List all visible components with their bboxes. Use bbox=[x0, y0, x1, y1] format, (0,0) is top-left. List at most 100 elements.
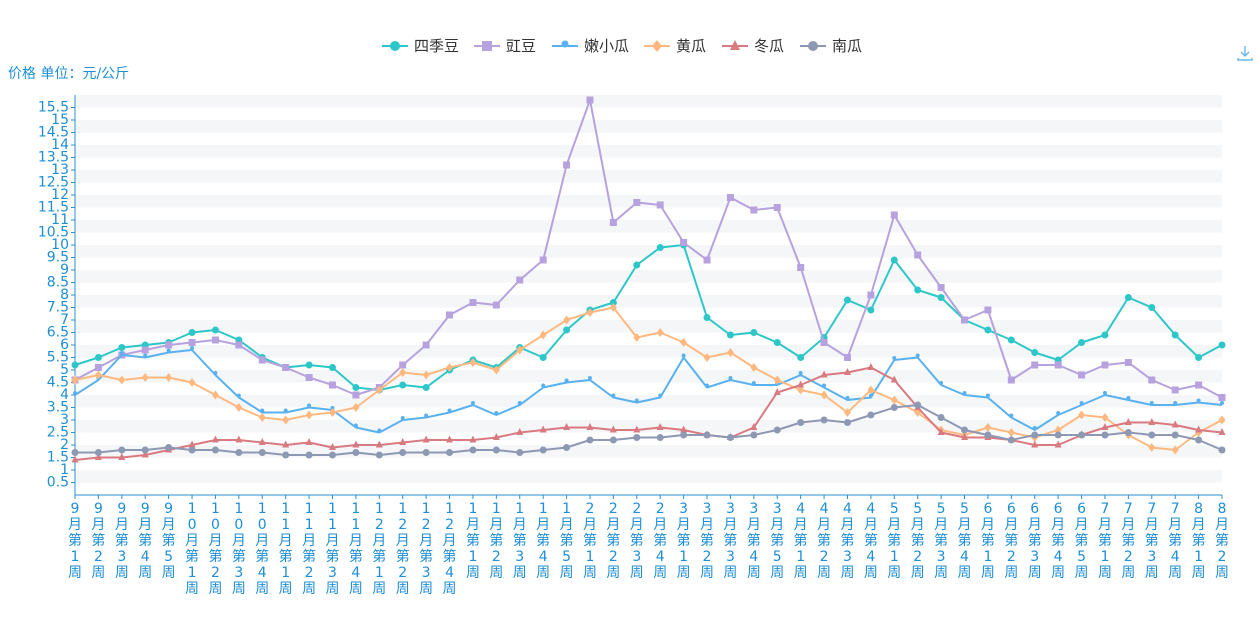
data-point bbox=[94, 370, 102, 380]
legend-marker-icon bbox=[808, 41, 818, 51]
data-point bbox=[399, 438, 407, 445]
data-point bbox=[165, 444, 173, 451]
data-point bbox=[773, 339, 781, 346]
data-point bbox=[119, 351, 124, 355]
data-point bbox=[985, 393, 990, 398]
data-point bbox=[1171, 331, 1179, 339]
data-point bbox=[469, 358, 477, 367]
grid-band bbox=[75, 445, 1222, 458]
data-point bbox=[446, 311, 454, 319]
data-point bbox=[1173, 401, 1178, 405]
data-point bbox=[681, 353, 686, 358]
data-point bbox=[305, 361, 313, 369]
data-point bbox=[94, 354, 102, 361]
legend-item[interactable]: 冬瓜 bbox=[722, 37, 784, 55]
legend-label: 冬瓜 bbox=[754, 37, 784, 55]
data-point bbox=[1126, 396, 1131, 400]
data-point bbox=[165, 373, 173, 382]
y-tick-label: 13.5 bbox=[38, 150, 69, 166]
data-point bbox=[446, 449, 454, 456]
data-point bbox=[680, 431, 688, 439]
legend-label: 豇豆 bbox=[506, 37, 536, 55]
legend-item[interactable]: 嫩小瓜 bbox=[552, 37, 629, 55]
data-point bbox=[703, 314, 711, 321]
x-tick-label: 8 月第 2 周 bbox=[1215, 501, 1229, 581]
data-point bbox=[211, 435, 219, 443]
data-point bbox=[890, 211, 898, 219]
data-point bbox=[539, 425, 547, 433]
series-line bbox=[74, 349, 1223, 434]
x-tick-label: 8 月第 1 周 bbox=[1192, 501, 1206, 581]
data-point bbox=[447, 408, 452, 413]
data-point bbox=[703, 353, 711, 362]
data-point bbox=[890, 395, 898, 405]
data-point bbox=[1218, 415, 1226, 425]
grid-band bbox=[75, 245, 1222, 258]
data-point bbox=[188, 378, 196, 387]
data-point bbox=[400, 416, 405, 420]
legend-label: 黄瓜 bbox=[676, 37, 706, 55]
x-tick-label: 1 0 月第 2 周 bbox=[208, 501, 222, 597]
legend-item[interactable]: 黄瓜 bbox=[644, 37, 706, 55]
data-point bbox=[352, 391, 360, 399]
data-point bbox=[258, 449, 266, 456]
legend-item[interactable]: 四季豆 bbox=[382, 37, 459, 55]
data-point bbox=[235, 449, 243, 456]
data-point bbox=[328, 381, 336, 389]
data-point bbox=[867, 385, 875, 395]
data-point bbox=[305, 451, 313, 459]
data-point bbox=[190, 346, 195, 350]
legend-item[interactable]: 豇豆 bbox=[474, 37, 536, 55]
x-tick-label: 4 月第 2 周 bbox=[817, 501, 831, 581]
data-point bbox=[773, 204, 781, 211]
data-point bbox=[563, 161, 571, 169]
data-point bbox=[1218, 446, 1226, 454]
data-point bbox=[1171, 420, 1179, 428]
data-point bbox=[563, 423, 571, 430]
grid-band bbox=[75, 170, 1222, 183]
data-point bbox=[469, 435, 477, 443]
download-icon[interactable] bbox=[1236, 44, 1254, 62]
x-tick-label: 7 月第 2 周 bbox=[1121, 501, 1135, 581]
data-point bbox=[586, 423, 594, 430]
x-tick-label: 1 1 月第 3 周 bbox=[325, 501, 339, 597]
data-point bbox=[188, 440, 196, 448]
data-point bbox=[282, 364, 290, 371]
x-tick-label: 5 月第 4 周 bbox=[958, 501, 972, 581]
series-line bbox=[74, 244, 1223, 391]
x-tick-label: 6 月第 4 周 bbox=[1051, 501, 1065, 581]
data-point bbox=[937, 284, 945, 291]
data-point bbox=[541, 383, 546, 388]
legend-marker-icon bbox=[652, 40, 662, 52]
axis-layer: 0.511.522.533.544.555.566.577.588.599.51… bbox=[38, 95, 1229, 597]
data-point bbox=[1054, 361, 1062, 369]
x-tick-label: 1 2 月第 3 周 bbox=[419, 501, 433, 597]
legend-item[interactable]: 南瓜 bbox=[800, 37, 862, 55]
legend-marker-icon bbox=[482, 41, 492, 51]
data-point bbox=[71, 361, 79, 369]
data-point bbox=[422, 435, 430, 443]
y-tick-label: 6.5 bbox=[47, 325, 69, 341]
y-axis-unit-label: 价格 单位：元/公斤 bbox=[8, 66, 130, 82]
x-tick-label: 6 月第 3 周 bbox=[1028, 501, 1042, 581]
data-point bbox=[728, 376, 733, 380]
data-point bbox=[1171, 431, 1179, 439]
legend-marker-icon bbox=[390, 41, 400, 51]
data-point bbox=[820, 416, 828, 424]
data-point bbox=[1195, 425, 1203, 433]
data-point bbox=[961, 426, 969, 434]
legend-marker-icon bbox=[730, 40, 740, 50]
data-point bbox=[73, 391, 77, 395]
data-point bbox=[1031, 349, 1039, 356]
y-tick-label: 7.5 bbox=[47, 300, 69, 316]
data-point bbox=[305, 374, 313, 381]
data-point bbox=[1171, 386, 1179, 394]
data-point bbox=[1078, 371, 1086, 379]
x-tick-label: 5 月第 3 周 bbox=[934, 501, 948, 581]
data-point bbox=[611, 393, 616, 398]
data-point bbox=[750, 423, 758, 430]
y-tick-label: 5.5 bbox=[47, 350, 69, 366]
data-point bbox=[1196, 398, 1201, 403]
data-point bbox=[1195, 354, 1203, 361]
data-point bbox=[141, 446, 149, 454]
